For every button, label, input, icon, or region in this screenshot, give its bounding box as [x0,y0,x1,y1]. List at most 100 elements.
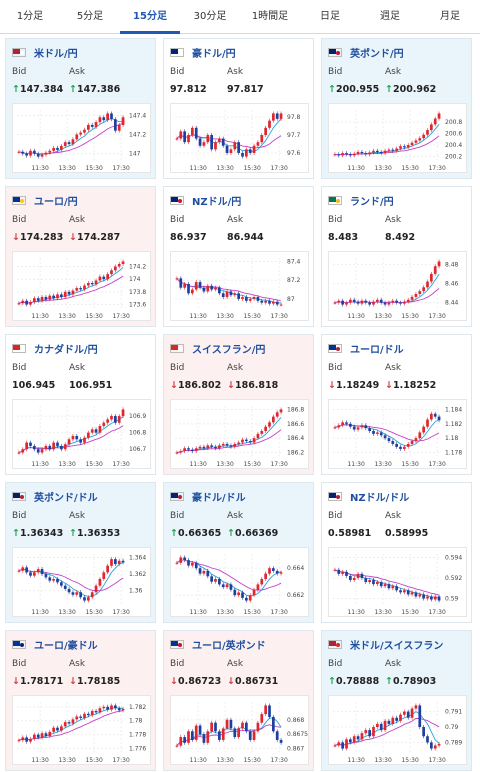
mini-candle-chart[interactable]: 11:30 13:30 15:30 17:30 174.2 174 173.8 173.6 [12,251,151,321]
currency-card[interactable]: ユーロ/円 Bid Ask ↓174.283 ↓174.287 11:30 13:30 15:… [5,186,156,327]
mini-candle-chart[interactable]: 11:30 13:30 15:30 17:30 87.4 87.2 87 [170,251,309,321]
pair-name[interactable]: NZドル/円 [192,196,242,208]
ask-label: Ask [227,659,244,669]
mini-candle-chart[interactable]: 11:30 13:30 15:30 17:30 1.364 1.362 1.36 [12,547,151,617]
mini-candle-chart[interactable]: 11:30 13:30 15:30 17:30 186.8 186.6 186.4 186.2 [170,399,309,469]
candle-body [372,301,375,305]
pair-name[interactable]: 英ポンド/ドル [34,492,98,504]
pair-name[interactable]: カナダドル/円 [34,344,98,356]
mini-candle-chart[interactable]: 11:30 13:30 15:30 17:30 147.4 147.2 147 [12,103,151,173]
mini-candle-chart[interactable]: 11:30 13:30 15:30 17:30 1.184 1.182 1.18 1.178 [328,399,467,469]
pair-name[interactable]: ユーロ/豪ドル [34,640,98,652]
candle-body [241,297,244,299]
pair-name[interactable]: 豪ドル/円 [192,48,236,60]
currency-card[interactable]: ユーロ/英ポンド Bid Ask ↓0.86723 ↓0.86731 11:30 13:30… [163,630,314,771]
candle-body [56,579,59,583]
candle-body [245,722,248,732]
candle-body [333,302,337,304]
candle-body [60,146,63,150]
currency-card[interactable]: 米ドル/円 Bid Ask ↑147.384 ↑147.386 11:30 13:30 15:… [5,38,156,179]
mini-candle-chart[interactable]: 11:30 13:30 15:30 17:30 0.868 0.8675 0.867 [170,695,309,765]
candle-body [17,303,21,305]
y-tick-label: 1.364 [129,554,146,561]
pair-name[interactable]: 英ポンド/円 [350,48,404,60]
tab-15min[interactable]: 15分足 [120,0,180,34]
candle-body [194,282,198,290]
mini-candle-chart[interactable]: 11:30 13:30 15:30 17:30 97.8 97.7 97.6 [170,103,309,173]
pair-name[interactable]: 米ドル/円 [34,48,78,60]
currency-card[interactable]: 豪ドル/円 Bid Ask 97.812 97.817 11:30 13:30 15:30 17… [163,38,314,179]
mini-candle-chart[interactable]: 11:30 13:30 15:30 17:30 1.782 1.78 1.778 1.776 [12,695,151,765]
x-tick-label: 15:30 [85,313,102,320]
mini-candle-chart[interactable]: 11:30 13:30 15:30 17:30 0.594 0.592 0.59 [328,547,467,617]
bid-price: ↑0.78888 [328,676,380,687]
tab-1min[interactable]: 1分足 [16,11,44,22]
moving-average-line [18,710,124,741]
currency-card[interactable]: カナダドル/円 Bid Ask 106.945 106.951 11:30 13:30 15:… [5,334,156,475]
tab-daily[interactable]: 日足 [320,11,340,22]
x-tick-label: 13:30 [58,757,75,764]
candle-body [395,443,398,447]
x-tick-label: 13:30 [58,313,75,320]
candle-body [410,441,414,444]
candle-body [106,706,109,710]
candle-body [225,443,229,446]
pair-name[interactable]: スイスフラン/円 [192,344,266,356]
mini-candle-chart[interactable]: 11:30 13:30 15:30 17:30 106.9 106.8 106.7 [12,399,151,469]
pair-name[interactable]: 豪ドル/ドル [192,492,246,504]
candle-body [98,276,102,281]
currency-card[interactable]: ユーロ/ドル Bid Ask ↓1.18249 ↓1.18252 11:30 13:30 15… [321,334,472,475]
y-tick-label: 0.594 [445,554,462,561]
candle-body [391,586,395,589]
currency-card[interactable]: NZドル/円 Bid Ask 86.937 86.944 11:30 13:30 15:30 1… [163,186,314,327]
pair-name[interactable]: NZドル/ドル [350,492,410,504]
ask-label: Ask [227,511,244,521]
tab-1hour[interactable]: 1時間足 [251,11,289,22]
mini-candle-chart[interactable]: 11:30 13:30 15:30 17:30 0.791 0.79 0.789 [328,695,467,765]
currency-card[interactable]: 英ポンド/円 Bid Ask ↑200.955 ↑200.962 11:30 13:30 15… [321,38,472,179]
flag-icon [170,47,184,57]
candle-body [25,153,28,156]
flag-icon [328,491,342,501]
mini-candle-chart[interactable]: 11:30 13:30 15:30 17:30 200.8 200.6 200.4 200.2 [328,103,467,173]
candle-body [179,737,183,746]
candle-body [198,138,202,146]
currency-card[interactable]: ランド/円 Bid Ask 8.483 8.492 11:30 13:30 15:30 17:3… [321,186,472,327]
candle-body [71,139,75,145]
pair-name[interactable]: ユーロ/英ポンド [192,640,266,652]
candle-body [341,422,344,426]
y-tick-label: 0.59 [445,595,459,602]
candle-body [225,291,229,298]
pair-name[interactable]: ユーロ/円 [34,196,78,208]
y-tick-label: 147.4 [129,112,146,119]
candle-body [36,298,40,301]
ask-price: 97.817 [227,84,264,95]
x-tick-label: 11:30 [189,461,206,468]
tab-weekly[interactable]: 週足 [380,11,400,22]
candle-body [87,432,90,438]
mini-candle-chart[interactable]: 11:30 13:30 15:30 17:30 8.48 8.46 8.44 [328,251,467,321]
ask-price: ↑1.36353 [69,528,121,539]
pair-name[interactable]: ランド/円 [350,196,394,208]
currency-card[interactable]: 米ドル/スイスフラン Bid Ask ↑0.78888 ↑0.78903 11:30 13:… [321,630,472,771]
tab-5min[interactable]: 5分足 [76,11,104,22]
currency-card[interactable]: 豪ドル/ドル Bid Ask ↑0.66365 ↑0.66369 11:30 13:30 15… [163,482,314,623]
x-tick-label: 15:30 [243,165,260,172]
tab-30min[interactable]: 30分足 [193,11,227,22]
tab-monthly[interactable]: 月足 [440,11,460,22]
card-title: ユーロ/ドル [328,341,465,356]
pair-name[interactable]: 米ドル/スイスフラン [350,640,444,652]
y-tick-label: 186.2 [287,450,304,457]
y-tick-label: 87 [287,296,295,303]
candle-body [430,124,433,131]
currency-card[interactable]: NZドル/ドル Bid Ask 0.58981 0.58995 11:30 13:30 15:… [321,482,472,623]
candle-body [341,153,344,156]
ask-price: 8.492 [385,232,416,243]
mini-candle-chart[interactable]: 11:30 13:30 15:30 17:30 0.664 0.662 [170,547,309,617]
currency-card[interactable]: スイスフラン/円 Bid Ask ↓186.802 ↓186.818 11:30 13:30… [163,334,314,475]
bid-price: ↑147.384 [12,84,64,95]
candle-body [52,442,55,450]
currency-card[interactable]: 英ポンド/ドル Bid Ask ↑1.36343 ↑1.36353 11:30 13:30 1… [5,482,156,623]
currency-card[interactable]: ユーロ/豪ドル Bid Ask ↓1.78171 ↓1.78185 11:30 13:30 1… [5,630,156,771]
pair-name[interactable]: ユーロ/ドル [350,344,404,356]
